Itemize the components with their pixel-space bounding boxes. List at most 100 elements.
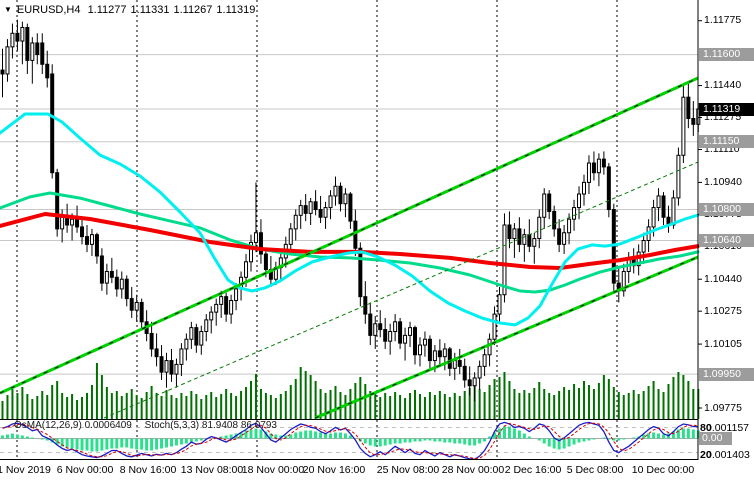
volume-bar	[314, 381, 317, 419]
candle-body	[497, 294, 502, 315]
volume-bar	[205, 395, 208, 419]
osma-histogram-bar	[676, 429, 680, 439]
candle-body	[15, 32, 20, 42]
volume-bar	[220, 394, 223, 419]
volume-bar	[245, 387, 248, 419]
candle-body	[99, 255, 104, 284]
volume-bar	[115, 391, 118, 419]
osma-histogram-bar	[537, 438, 541, 441]
volume-bar	[498, 377, 501, 419]
volume-bar	[85, 393, 88, 419]
osma-histogram-bar	[622, 438, 626, 440]
candle-body	[621, 270, 626, 292]
osma-histogram-bar	[378, 438, 382, 447]
candle-body	[567, 218, 572, 234]
candle-body	[104, 270, 109, 284]
volume-bar	[170, 395, 173, 419]
volume-bar	[235, 396, 238, 419]
osma-histogram-bar	[229, 434, 233, 439]
price-tick-label: 1.11775	[704, 14, 742, 27]
ma-medium-line	[0, 191, 700, 294]
volume-bar	[568, 390, 571, 419]
volume-bar	[120, 396, 123, 419]
volume-bar	[538, 382, 541, 419]
volume-bar	[76, 400, 79, 419]
osma-histogram-bar	[120, 438, 124, 448]
osma-histogram-bar	[512, 428, 516, 439]
chart-header: ▼ EURUSD,H4 1.11277 1.11331 1.11267 1.11319	[4, 4, 259, 16]
candle-body	[641, 239, 646, 253]
volume-bar	[597, 383, 600, 419]
price-tick-label: 1.11440	[704, 79, 742, 92]
osma-histogram-bar	[279, 435, 283, 439]
osma-histogram-bar	[398, 438, 402, 444]
osma-histogram-bar	[309, 430, 313, 439]
volume-bar	[488, 385, 491, 419]
price-tick-label: 1.10275	[704, 304, 742, 317]
candle-body	[358, 247, 363, 298]
osma-histogram-bar	[632, 437, 636, 439]
channel-upper-trendline-dash	[0, 77, 699, 394]
osma-histogram-bar	[25, 436, 29, 439]
volume-bar	[130, 389, 133, 419]
volume-bar	[240, 391, 243, 419]
volume-bar	[369, 391, 372, 419]
osma-histogram-bar	[438, 438, 442, 442]
volume-bar	[100, 375, 103, 419]
candle-body	[114, 276, 119, 290]
volume-bar	[11, 389, 14, 419]
osma-histogram-bar	[169, 438, 173, 447]
volume-bar	[582, 381, 585, 419]
candle-body	[139, 301, 144, 323]
volume-bar	[195, 394, 198, 419]
volume-bar	[627, 393, 630, 419]
volume-bar	[289, 385, 292, 419]
osma-histogram-bar	[189, 438, 193, 443]
volume-bar	[294, 379, 297, 419]
candle-body	[348, 193, 353, 222]
volume-bar	[543, 389, 546, 419]
time-axis-label: 18 Nov 00:00	[241, 464, 305, 476]
volume-bar	[374, 394, 377, 419]
ma-slow-line	[0, 212, 700, 270]
volume-bar	[110, 393, 113, 419]
osma-histogram-bar	[662, 434, 666, 439]
osma-histogram-bar	[691, 429, 695, 439]
osma-histogram-bar	[373, 438, 377, 447]
osma-histogram-bar	[428, 438, 432, 441]
osma-histogram-bar	[55, 438, 59, 445]
candle-body	[293, 214, 298, 230]
osma-histogram-bar	[617, 438, 621, 441]
volume-bar	[1, 401, 4, 419]
price-level-box: 1.11600	[699, 48, 754, 62]
osma-histogram-bar	[244, 430, 248, 439]
volume-bar	[508, 381, 511, 419]
candle-body	[164, 360, 169, 373]
volume-bar	[150, 386, 153, 419]
volume-bar	[573, 384, 576, 419]
osma-histogram-bar	[418, 438, 422, 442]
volume-bar	[399, 395, 402, 419]
candle-body	[234, 288, 239, 302]
volume-bar	[95, 363, 98, 419]
osma-histogram-bar	[160, 438, 164, 449]
osma-histogram-bar	[174, 438, 178, 446]
candle-body	[119, 278, 124, 290]
volume-bar	[16, 393, 19, 419]
time-axis-label: 25 Nov 08:00	[376, 464, 440, 476]
candle-body	[522, 234, 527, 245]
candle-body	[249, 241, 253, 263]
symbol-dropdown-icon[interactable]: ▼	[4, 5, 12, 14]
volume-bar	[175, 398, 178, 419]
osma-histogram-bar	[70, 438, 74, 449]
stoch-label: Stoch(5,3,3) 81.9408 86.0793	[144, 420, 277, 431]
candle-body	[606, 166, 611, 211]
candle-body	[437, 350, 442, 358]
volume-bar	[409, 393, 412, 419]
osma-histogram-bar	[647, 433, 651, 439]
volume-bar	[438, 391, 441, 419]
price-tick-label: 1.09775	[704, 401, 742, 414]
candle-body	[149, 332, 154, 350]
volume-bar	[254, 374, 257, 419]
